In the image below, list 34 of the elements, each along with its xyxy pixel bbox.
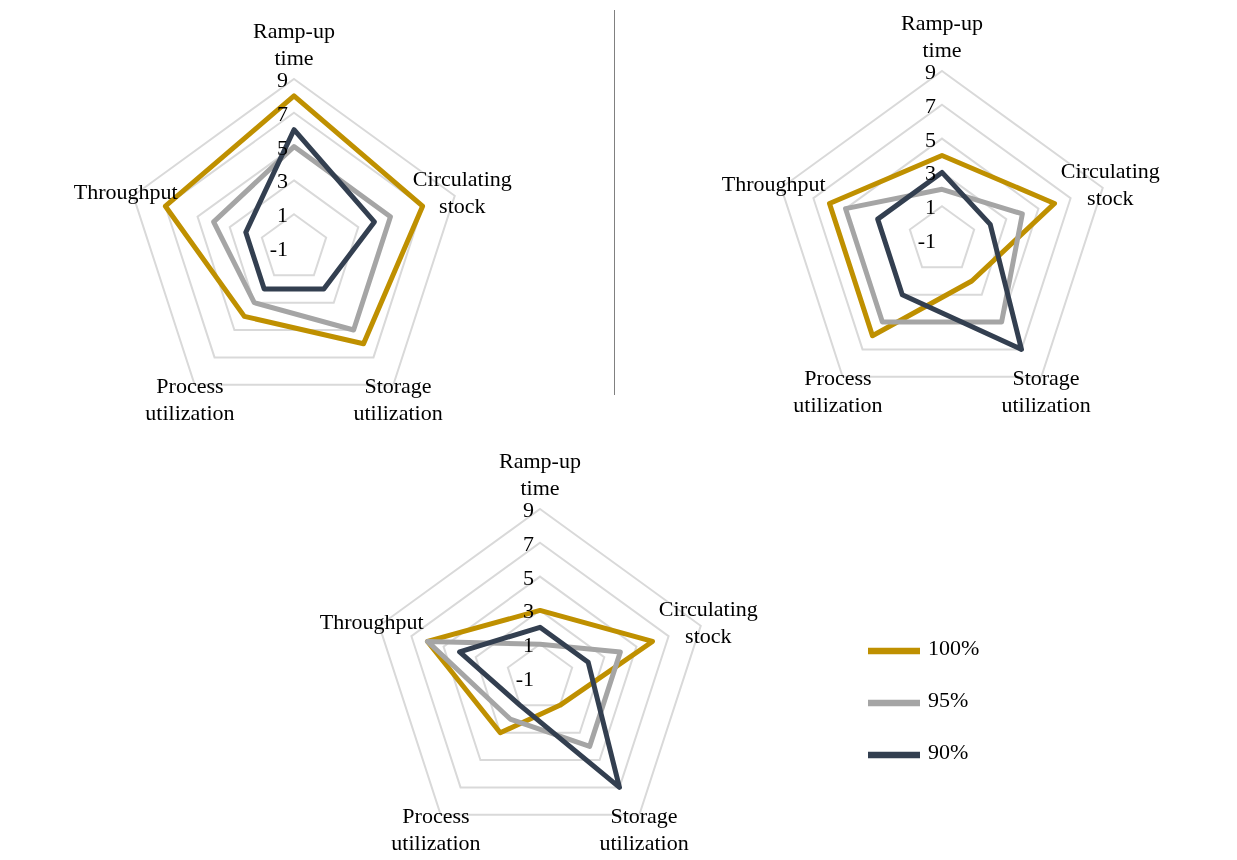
y-tick-label: 5 xyxy=(925,126,936,152)
spoke-label: Process utilization xyxy=(391,803,481,856)
spoke-label: Throughput xyxy=(721,171,826,197)
y-tick-label: 5 xyxy=(523,564,534,590)
spoke-label: Ramp-up time xyxy=(499,448,581,500)
spoke-label: Process utilization xyxy=(793,365,883,418)
y-tick-label: 9 xyxy=(277,67,288,92)
y-tick-label: 9 xyxy=(925,59,936,84)
y-tick-label: 3 xyxy=(925,160,936,186)
y-tick-label: 1 xyxy=(925,194,936,220)
spoke-label: Circulating stock xyxy=(1060,157,1160,210)
spoke-label: Storage utilization xyxy=(599,803,689,856)
spoke-label: Circulating stock xyxy=(658,595,758,648)
y-tick-label: 1 xyxy=(277,202,288,228)
legend-label: 100% xyxy=(928,634,980,660)
y-tick-label: 7 xyxy=(925,92,936,118)
spoke-label: Storage utilization xyxy=(1001,365,1091,418)
y-tick-label: 7 xyxy=(523,530,534,556)
spoke-label: Circulating stock xyxy=(412,165,512,218)
y-tick-label: -1 xyxy=(515,666,534,691)
spoke-label: Storage utilization xyxy=(353,373,443,426)
y-tick-label: 3 xyxy=(277,168,288,194)
spoke-label: Ramp-up time xyxy=(901,10,983,62)
spoke-label: Process utilization xyxy=(145,373,235,426)
y-tick-label: 9 xyxy=(523,497,534,522)
legend-label: 95% xyxy=(928,686,969,712)
y-tick-label: -1 xyxy=(917,228,936,253)
y-tick-label: 7 xyxy=(277,100,288,126)
y-tick-label: 1 xyxy=(523,632,534,658)
legend-label: 90% xyxy=(928,738,969,764)
spoke-label: Ramp-up time xyxy=(253,18,335,70)
spoke-label: Throughput xyxy=(73,179,178,205)
y-tick-label: -1 xyxy=(269,236,288,261)
spoke-label: Throughput xyxy=(319,609,424,635)
